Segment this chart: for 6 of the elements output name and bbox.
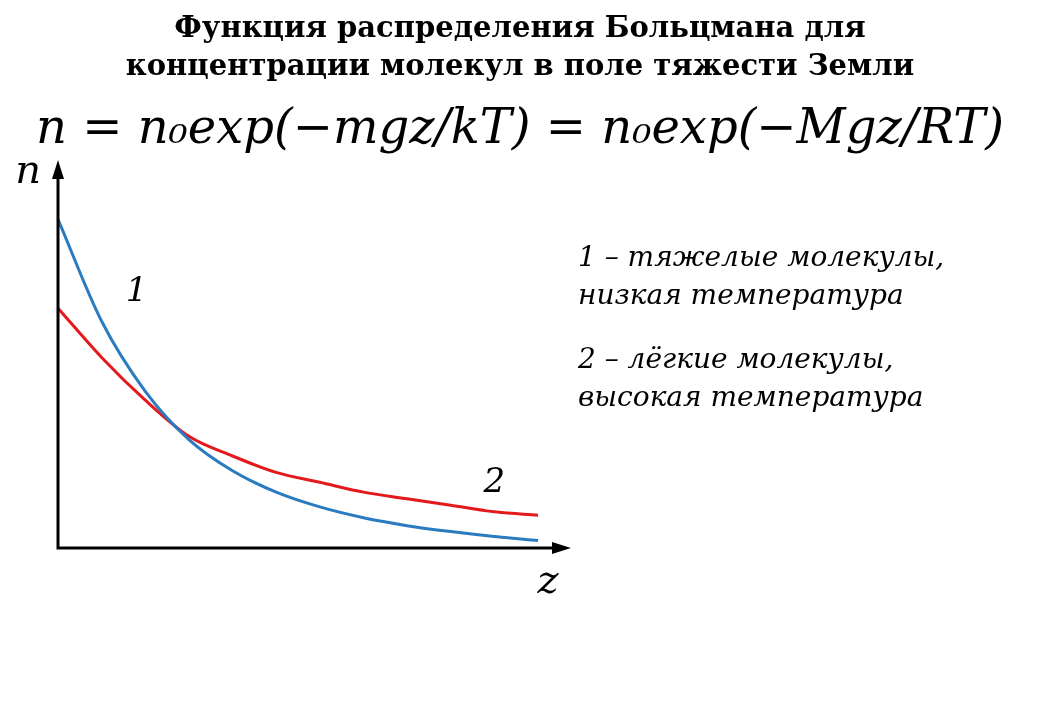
series-label: 1 — [125, 269, 148, 310]
text: 2 – лёгкие молекулы, высокая температура — [578, 341, 925, 415]
x-axis-title: z — [536, 556, 560, 602]
series-label: 2 — [482, 459, 506, 500]
chart-title: Функция распределения Больцмана для концентрации молекул в поле тяжести Земли — [124, 9, 916, 84]
text: 1 – тяжелые молекулы, низкая температура — [578, 239, 946, 313]
